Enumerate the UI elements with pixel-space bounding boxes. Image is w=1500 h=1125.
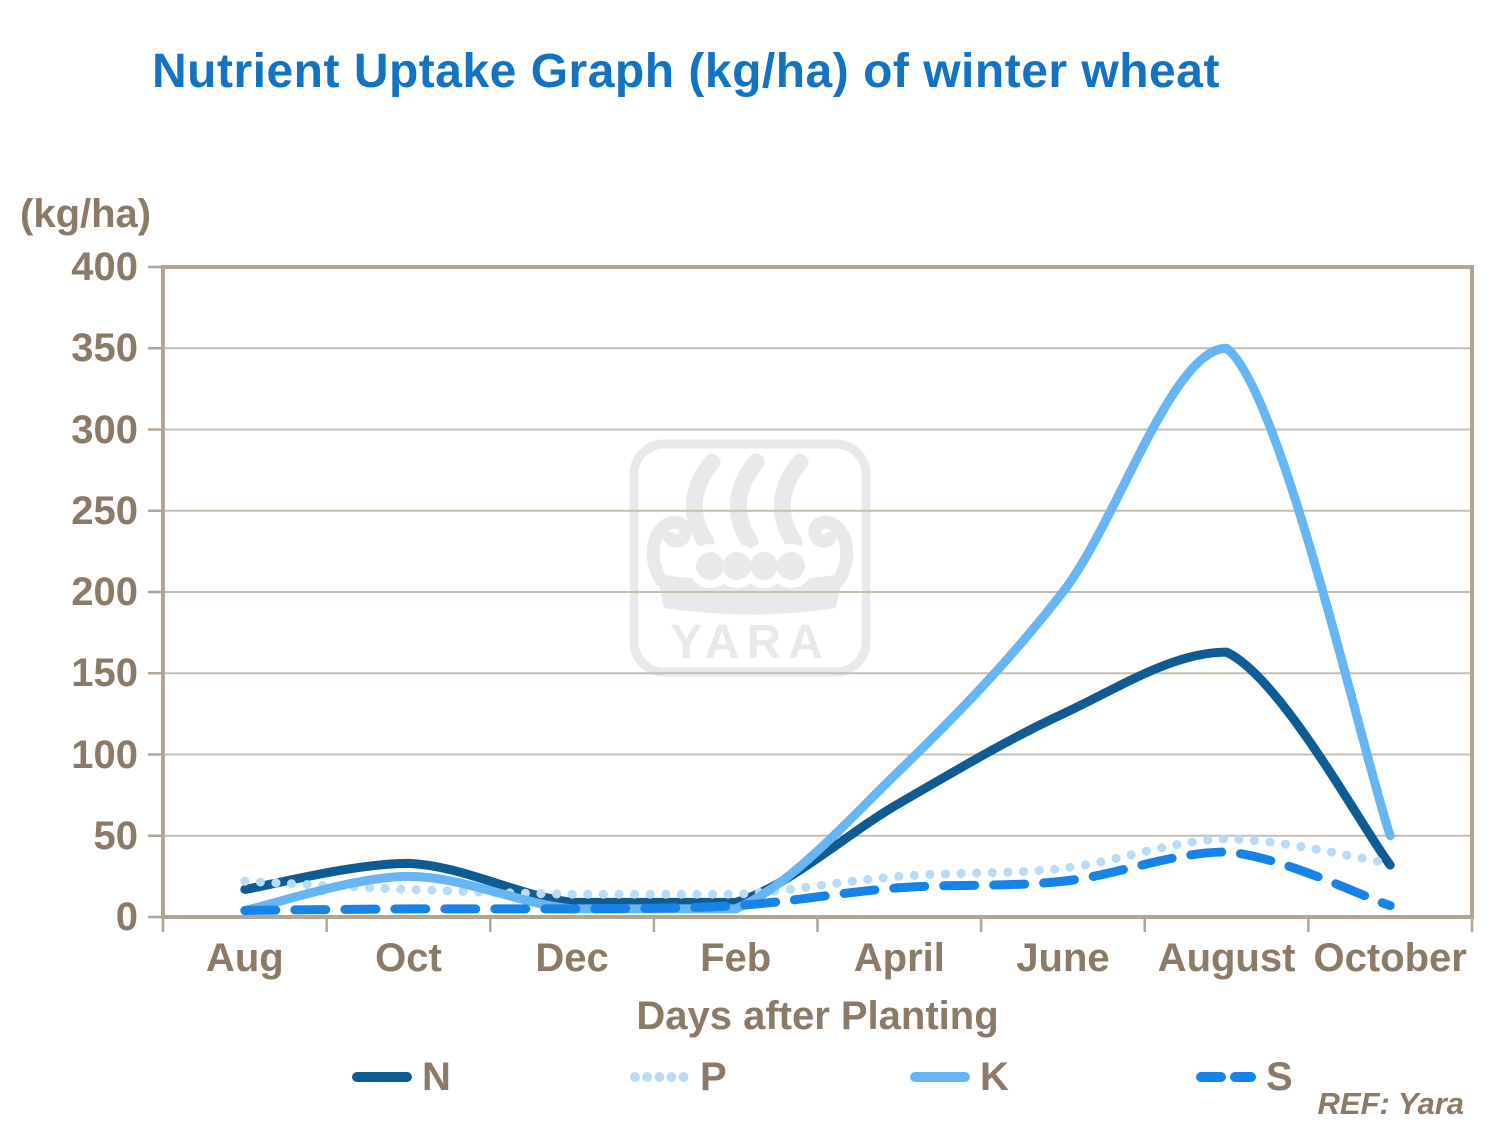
y-tick-label: 300 — [71, 407, 138, 452]
watermark-sail-icon — [685, 453, 721, 551]
data-series-lines — [240, 343, 1395, 915]
legend-line-swatch-icon — [630, 1072, 690, 1082]
y-axis-unit-label: (kg/ha) — [20, 192, 152, 236]
x-tick-label: October — [1313, 936, 1467, 980]
y-tick-label: 0 — [115, 895, 138, 939]
legend-label: N — [422, 1054, 451, 1099]
plot-border-and-ticks — [148, 265, 1474, 932]
legend-line-swatch-icon — [352, 1072, 412, 1082]
legend-label: P — [700, 1054, 727, 1099]
y-tick-label: 250 — [71, 488, 138, 533]
legend-item-P: P — [630, 1054, 727, 1100]
watermark-text: YARA — [670, 616, 830, 669]
y-tick-label: 50 — [93, 813, 139, 858]
series-line-P — [240, 834, 1395, 899]
legend-label: S — [1266, 1054, 1293, 1099]
legend-line-swatch-icon — [910, 1072, 970, 1082]
yara-logo-watermark: YARA — [629, 439, 871, 677]
watermark-ship-stern — [808, 515, 854, 587]
x-tick-label: Aug — [205, 936, 284, 980]
series-line-S — [240, 847, 1395, 915]
x-tick-label: Dec — [535, 936, 609, 980]
legend-line-swatch-icon — [1196, 1072, 1256, 1082]
x-tick-label: Feb — [700, 936, 772, 980]
x-tick-label: Oct — [375, 936, 442, 980]
watermark-shields — [688, 544, 813, 588]
y-tick-label: 100 — [71, 732, 138, 777]
legend-label: K — [980, 1054, 1009, 1099]
y-tick-label: 200 — [71, 570, 138, 614]
x-axis-title: Days after Planting — [636, 994, 999, 1038]
x-tick-label: August — [1157, 936, 1296, 980]
legend: N P K S — [0, 1054, 1500, 1100]
legend-item-K: K — [910, 1054, 1009, 1100]
series-line-K — [240, 343, 1395, 915]
legend-item-S: S — [1196, 1054, 1293, 1100]
y-tick-label: 400 — [71, 245, 138, 289]
x-tick-label: April — [853, 936, 945, 980]
watermark-frame — [629, 439, 871, 677]
legend-item-N: N — [352, 1054, 451, 1100]
x-tick-label: June — [1016, 936, 1110, 980]
watermark-ship-prow — [646, 515, 692, 587]
watermark-sail-icon — [729, 453, 765, 551]
watermark-sail-icon — [773, 453, 809, 551]
series-line-N — [240, 647, 1395, 907]
plot-border — [161, 265, 1474, 919]
chart-title: Nutrient Uptake Graph (kg/ha) of winter … — [152, 45, 1220, 98]
gridlines — [163, 347, 1472, 837]
y-tick-label: 350 — [71, 326, 138, 371]
y-tick-label: 150 — [71, 651, 138, 696]
reference-note: REF: Yara — [1317, 1086, 1464, 1121]
